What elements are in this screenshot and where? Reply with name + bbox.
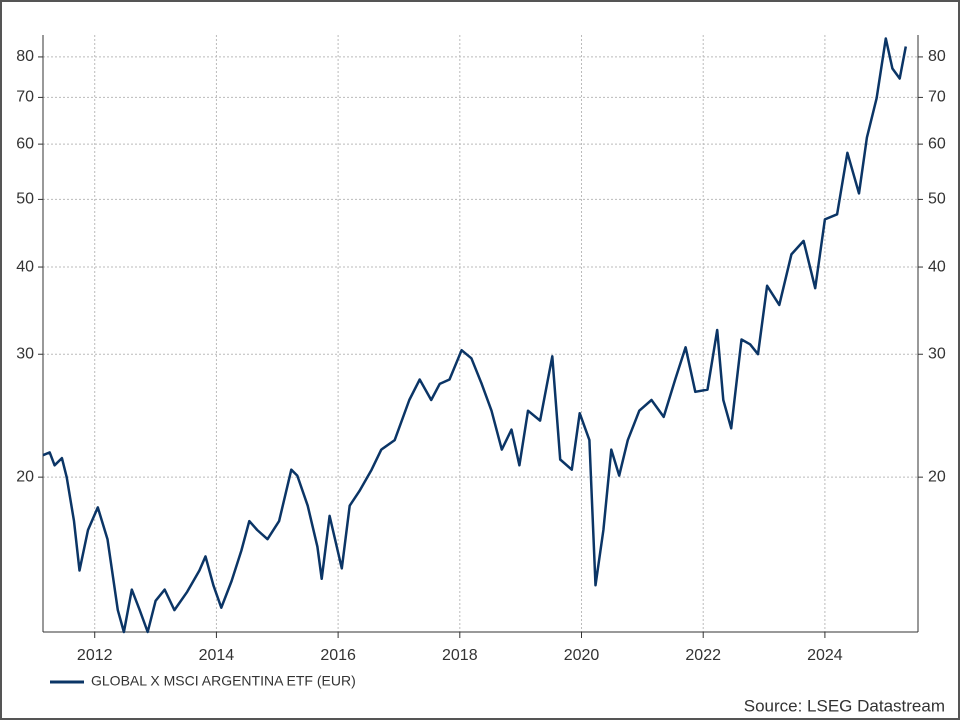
y2-tick-label: 40 xyxy=(928,258,946,275)
x-tick-label: 2018 xyxy=(442,647,478,664)
y-tick-label: 50 xyxy=(16,191,34,208)
data-line xyxy=(42,37,908,634)
y2-tick-label: 50 xyxy=(928,191,946,208)
x-tick-label: 2016 xyxy=(320,647,356,664)
y2-tick-label: 80 xyxy=(928,48,946,65)
y2-tick-label: 30 xyxy=(928,345,946,362)
source: Source: LSEG Datastream xyxy=(744,696,945,715)
y-tick-label: 40 xyxy=(16,258,34,275)
legend-label: GLOBAL X MSCI ARGENTINA ETF (EUR) xyxy=(91,673,356,689)
x-tick-label: 2014 xyxy=(199,647,235,664)
x-tick-label: 2020 xyxy=(564,647,600,664)
y-tick-label: 70 xyxy=(16,89,34,106)
x-tick-label: 2012 xyxy=(77,647,113,664)
y-tick-label: 20 xyxy=(16,468,34,485)
y-tick-label: 60 xyxy=(16,135,34,152)
y-tick-label: 80 xyxy=(16,48,34,65)
y2-tick-label: 60 xyxy=(928,135,946,152)
x-tick-label: 2024 xyxy=(807,647,843,664)
x-tick-label: 2022 xyxy=(685,647,721,664)
y-tick-label: 30 xyxy=(16,345,34,362)
y2-tick-label: 20 xyxy=(928,468,946,485)
y2-tick-label: 70 xyxy=(928,89,946,106)
